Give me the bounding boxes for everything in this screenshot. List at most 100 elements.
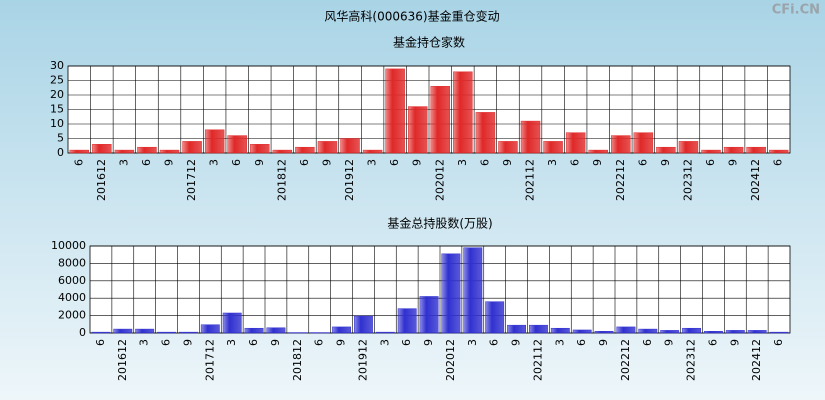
x-tick-label: 6	[569, 159, 582, 166]
x-tick-label: 202412	[749, 159, 762, 201]
x-tick-label: 6	[400, 339, 413, 346]
x-tick-label: 201612	[116, 339, 129, 381]
x-tick-label: 9	[728, 339, 741, 346]
x-tick-label: 9	[597, 339, 610, 346]
x-tick-label: 3	[553, 339, 566, 346]
x-tick-label: 3	[378, 339, 391, 346]
x-tick-label: 6	[641, 339, 654, 346]
bar	[340, 138, 360, 154]
x-tick-label: 6	[636, 159, 649, 166]
bar	[69, 149, 90, 154]
x-tick-label: 202012	[444, 339, 457, 381]
bar	[362, 149, 383, 154]
x-tick-label: 6	[706, 339, 719, 346]
bar	[565, 132, 586, 154]
x-tick-label: 202312	[685, 339, 698, 381]
bar	[616, 326, 636, 334]
x-tick-label: 6	[575, 339, 588, 346]
bar	[250, 144, 270, 154]
bar	[550, 327, 570, 334]
bar	[317, 141, 338, 154]
x-tick-label: 202212	[619, 339, 632, 381]
x-tick-label: 201712	[203, 339, 216, 381]
bar	[375, 331, 395, 334]
bar	[594, 331, 614, 334]
x-tick-label: 3	[138, 339, 151, 346]
chart-title: 基金持仓家数	[393, 35, 465, 50]
x-tick-label: 202012	[433, 159, 446, 201]
x-tick-label: 201812	[275, 159, 288, 201]
x-tick-label: 9	[659, 159, 672, 166]
x-tick-label: 3	[546, 159, 559, 166]
bar	[441, 253, 461, 334]
bar	[704, 331, 723, 334]
x-tick-label: 9	[501, 159, 514, 166]
x-tick-label: 6	[388, 159, 401, 166]
bar	[114, 149, 135, 154]
x-tick-label: 6	[230, 159, 243, 166]
bar	[572, 329, 592, 334]
bar	[498, 141, 518, 154]
x-tick-label: 6	[704, 159, 717, 166]
x-tick-label: 6	[488, 339, 501, 346]
y-tick-label: 0	[79, 326, 86, 339]
bar	[419, 296, 439, 334]
bar	[660, 330, 680, 334]
bar	[588, 149, 608, 154]
y-tick-label: 8000	[58, 256, 86, 269]
bar	[485, 301, 505, 334]
bar	[768, 149, 789, 154]
x-tick-label: 202312	[681, 159, 694, 201]
bar	[507, 324, 526, 334]
bar	[682, 327, 701, 334]
x-tick-label: 6	[140, 159, 153, 166]
bar	[266, 327, 286, 334]
bar	[135, 328, 155, 334]
x-tick-label: 6	[478, 159, 491, 166]
bar	[91, 331, 111, 334]
bar	[543, 141, 563, 154]
x-tick-label: 9	[663, 339, 676, 346]
bar	[354, 315, 373, 334]
y-tick-label: 5	[57, 132, 64, 145]
x-tick-label: 3	[225, 339, 238, 346]
x-tick-label: 6	[313, 339, 326, 346]
bar	[204, 129, 225, 154]
bar	[200, 324, 220, 334]
y-tick-label: 30	[50, 59, 64, 72]
bar	[746, 146, 766, 154]
chart-title: 基金总持股数(万股)	[387, 216, 492, 231]
x-tick-label: 201712	[185, 159, 198, 201]
bar	[463, 247, 483, 334]
x-tick-label: 3	[466, 339, 479, 346]
y-tick-label: 4000	[58, 291, 86, 304]
bar	[725, 330, 745, 334]
x-tick-label: 9	[253, 159, 266, 166]
y-tick-label: 10	[50, 117, 64, 130]
bar	[295, 146, 315, 154]
page-title: 风华高科(000636)基金重仓变动	[324, 9, 499, 24]
x-tick-label: 6	[298, 159, 311, 166]
bar	[244, 327, 264, 334]
watermark: CFi.CN	[772, 3, 820, 18]
bar	[332, 326, 351, 334]
x-tick-label: 201812	[291, 339, 304, 381]
bar	[633, 132, 654, 154]
x-tick-label: 201912	[343, 159, 356, 201]
y-tick-label: 15	[50, 103, 64, 116]
x-tick-label: 202212	[614, 159, 627, 201]
x-tick-label: 3	[456, 159, 469, 166]
bar	[222, 312, 242, 334]
x-tick-label: 6	[94, 339, 107, 346]
y-tick-label: 6000	[58, 274, 86, 287]
x-tick-label: 202112	[531, 339, 544, 381]
bar	[769, 331, 789, 334]
x-tick-label: 6	[72, 159, 85, 166]
x-tick-label: 3	[208, 159, 221, 166]
x-tick-label: 9	[510, 339, 523, 346]
y-tick-label: 10000	[51, 239, 86, 252]
bar	[723, 146, 744, 154]
bar	[475, 112, 496, 154]
bar	[179, 331, 198, 334]
bar	[611, 135, 631, 154]
